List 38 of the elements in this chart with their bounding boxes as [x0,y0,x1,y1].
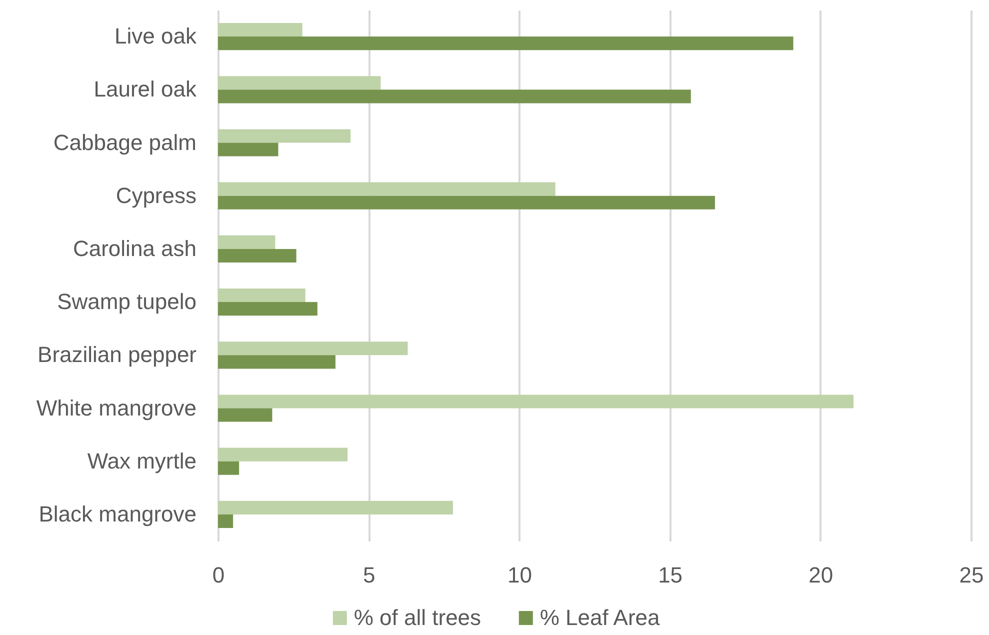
bar [218,514,234,528]
x-tick-label: 20 [808,562,834,588]
bar [218,302,318,316]
bar [218,448,348,462]
bar [218,90,691,104]
bar [218,288,306,302]
bar [218,355,336,369]
bar [218,235,276,249]
bar [218,461,240,475]
bar [218,408,272,422]
bar [218,196,715,210]
x-tick-label: 15 [658,562,683,588]
y-tick-label: Carolina ash [72,236,196,261]
legend-label: % of all trees [354,605,482,630]
y-tick-label: Laurel oak [94,76,198,102]
y-tick-label: Black mangrove [38,501,196,526]
y-tick-label: Live oak [114,24,198,49]
x-tick-label: 10 [507,562,532,588]
bar [218,129,351,143]
bar [218,142,278,156]
y-tick-label: White mangrove [36,395,196,420]
y-tick-label: Cabbage palm [53,130,196,155]
bar [218,23,302,37]
y-tick-label: Brazilian pepper [38,342,196,368]
bar [218,500,453,514]
bar [218,182,556,196]
x-tick-label: 0 [212,562,225,588]
y-tick-label: Wax myrtle [87,448,196,474]
x-tick-label: 5 [362,562,376,588]
bar [218,248,296,262]
y-tick-label: Cypress [116,182,196,208]
bar [218,342,408,356]
legend-label: % Leaf Area [540,605,661,630]
bar [218,36,794,50]
bar [218,394,854,408]
x-tick-label: 25 [959,562,984,588]
y-tick-label: Swamp tupelo [57,289,196,314]
bar [218,76,381,90]
